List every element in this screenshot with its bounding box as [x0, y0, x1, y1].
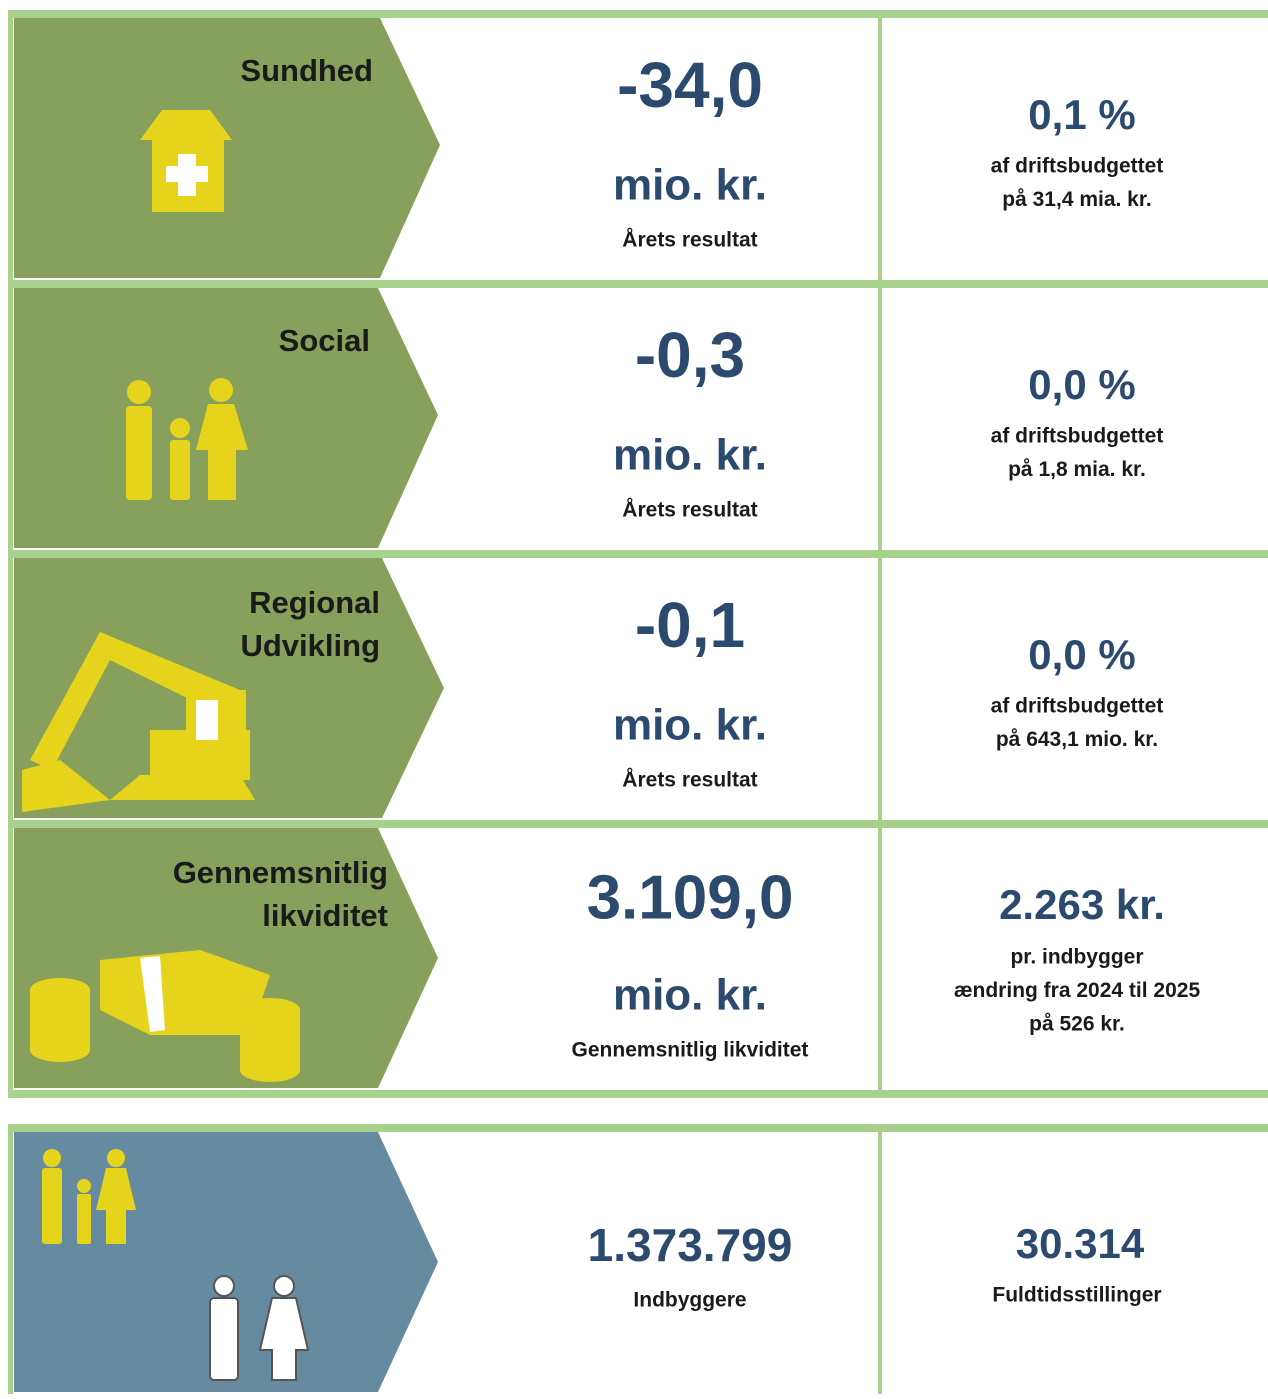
- unit: mio. kr.: [613, 971, 767, 1020]
- borders: [8, 10, 1268, 1394]
- stat-caption: af driftsbudgettet: [991, 425, 1164, 448]
- panels: [14, 18, 444, 1392]
- panel-title: Social: [279, 323, 370, 358]
- value: -0,3: [635, 319, 745, 391]
- stat-caption: på 1,8 mia. kr.: [1008, 458, 1146, 481]
- unit: mio. kr.: [613, 161, 767, 210]
- panel-title: Regional: [249, 585, 380, 620]
- panel-title: Sundhed: [240, 53, 373, 88]
- texts: Sundhed -34,0 mio. kr. Årets resultat 0,1 % a…: [173, 49, 1201, 1312]
- population-caption: Indbyggere: [633, 1289, 746, 1312]
- caption: Gennemsnitlig likviditet: [572, 1039, 809, 1062]
- unit: mio. kr.: [613, 701, 767, 750]
- value: -0,1: [635, 589, 745, 661]
- panel-title: Udvikling: [240, 628, 380, 663]
- stat-caption: pr. indbygger: [1010, 946, 1143, 969]
- stat: 0,0 %: [1028, 361, 1135, 408]
- stat-caption: af driftsbudgettet: [991, 155, 1164, 178]
- stat-caption: af driftsbudgettet: [991, 695, 1164, 718]
- unit: mio. kr.: [613, 431, 767, 480]
- caption: Årets resultat: [622, 498, 757, 522]
- caption: Årets resultat: [622, 228, 757, 252]
- value: -34,0: [617, 49, 763, 121]
- caption: Årets resultat: [622, 768, 757, 792]
- stat-caption: på 526 kr.: [1029, 1013, 1125, 1036]
- panel-title: likviditet: [262, 898, 388, 933]
- stat: 0,0 %: [1028, 631, 1135, 678]
- stat: 2.263 kr.: [999, 881, 1165, 928]
- staff-caption: Fuldtidsstillinger: [992, 1284, 1161, 1307]
- value: 3.109,0: [587, 863, 794, 932]
- stat-caption: på 643,1 mio. kr.: [996, 728, 1158, 751]
- stat-caption: ændring fra 2024 til 2025: [954, 979, 1201, 1002]
- population: 1.373.799: [588, 1219, 793, 1271]
- staff-icons: [209, 1275, 310, 1381]
- icons: [22, 110, 300, 1244]
- stat: 0,1 %: [1028, 91, 1135, 138]
- staff: 30.314: [1016, 1220, 1145, 1267]
- stat-caption: på 31,4 mia. kr.: [1002, 188, 1151, 211]
- panel-title: Gennemsnitlig: [173, 855, 388, 890]
